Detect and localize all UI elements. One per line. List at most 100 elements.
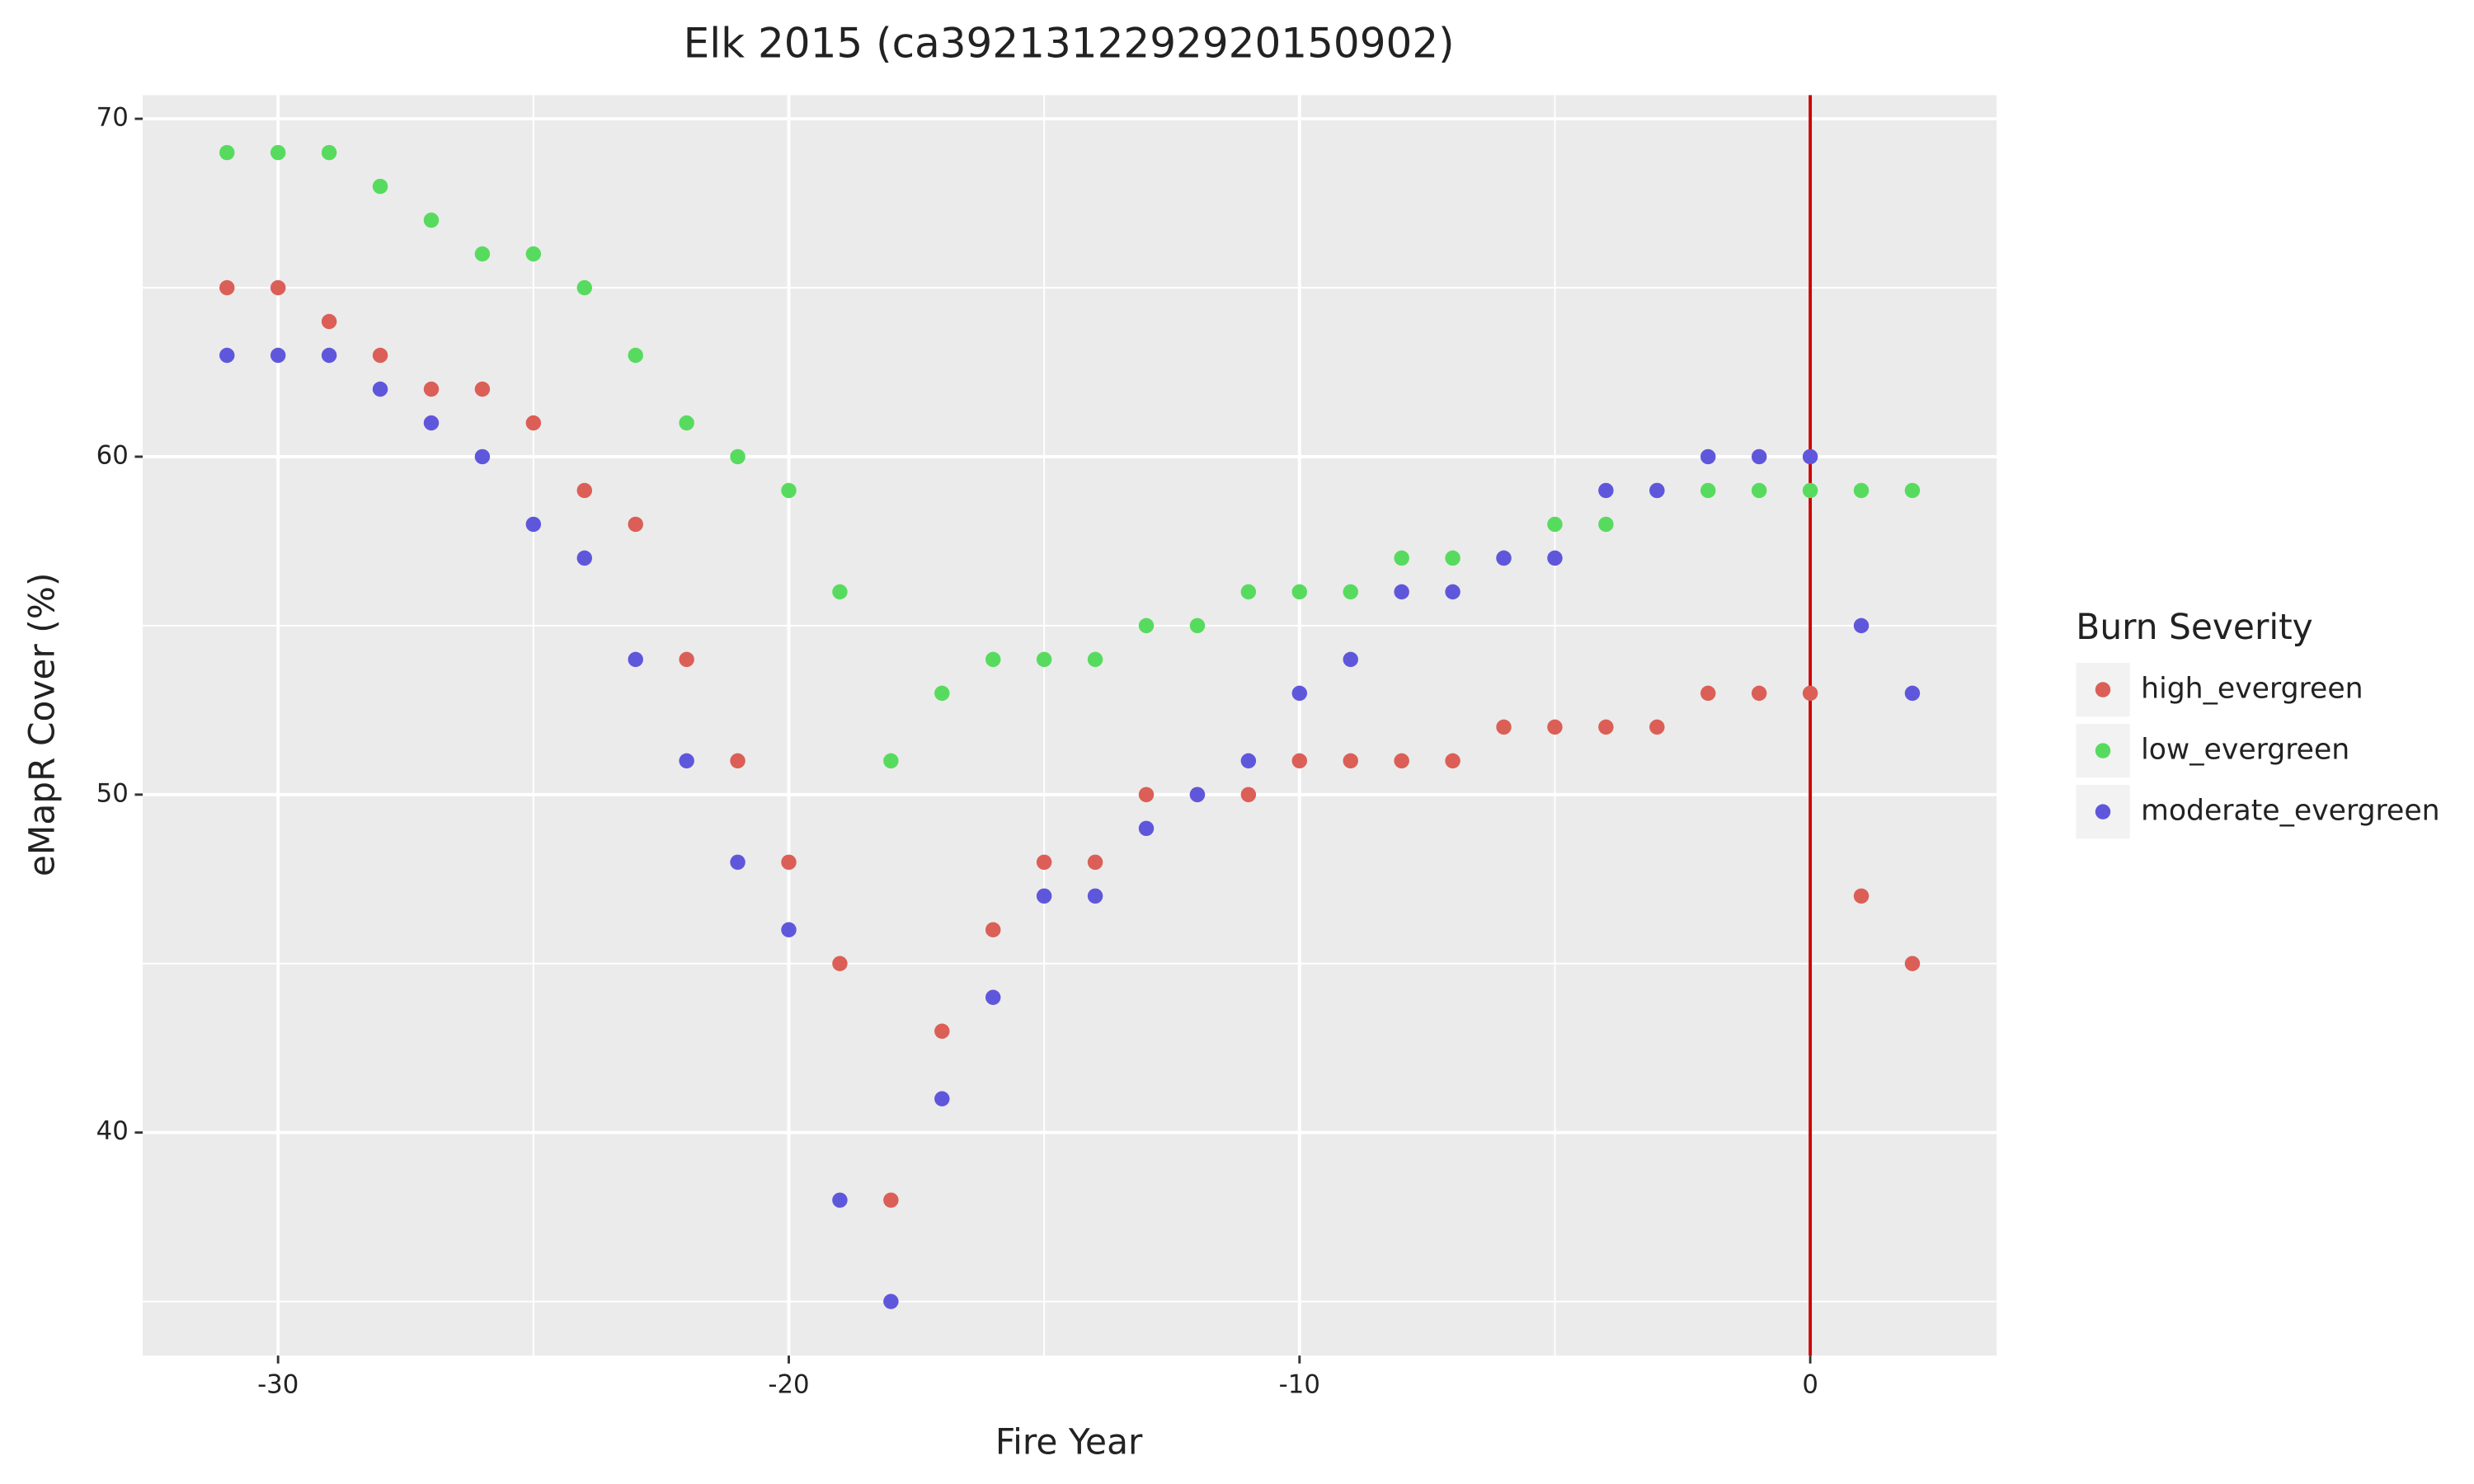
point <box>883 1192 899 1208</box>
point <box>832 584 848 600</box>
point <box>576 279 593 296</box>
point <box>219 144 235 161</box>
point <box>1445 550 1460 566</box>
point <box>1394 753 1409 769</box>
point <box>270 347 286 364</box>
point <box>1240 753 1257 769</box>
x-tick-label: -30 <box>257 1369 299 1399</box>
point <box>1598 719 1614 735</box>
point <box>219 347 235 364</box>
point <box>832 956 848 972</box>
point <box>1138 787 1155 803</box>
point <box>1343 584 1358 600</box>
point <box>1189 618 1206 634</box>
point <box>1904 482 1921 499</box>
legend-marker <box>2095 682 2111 697</box>
legend-label: high_evergreen <box>2141 673 2363 706</box>
chart-title: Elk 2015 (ca3921312292920150902) <box>684 19 1455 67</box>
point <box>1087 651 1103 668</box>
point <box>372 178 388 195</box>
point <box>1394 584 1409 600</box>
point <box>1343 753 1358 769</box>
point <box>525 246 542 262</box>
y-axis-label: eMapR Cover (%) <box>21 573 62 877</box>
point <box>270 144 286 161</box>
legend-label: low_evergreen <box>2141 734 2349 767</box>
point <box>474 448 491 465</box>
point <box>474 246 491 262</box>
point <box>883 1294 899 1309</box>
point <box>1036 651 1052 668</box>
x-tick-label: -20 <box>768 1369 809 1399</box>
point <box>321 347 337 364</box>
point <box>1547 516 1563 533</box>
point <box>730 448 745 465</box>
point <box>1547 719 1563 735</box>
point <box>1547 550 1563 566</box>
point <box>474 381 491 397</box>
point <box>1853 618 1870 634</box>
point <box>1036 888 1052 904</box>
point <box>372 381 388 397</box>
point <box>781 482 797 499</box>
point <box>730 854 745 871</box>
point <box>1649 482 1665 499</box>
panel <box>143 95 1997 1356</box>
point <box>1445 753 1460 769</box>
point <box>1751 482 1767 499</box>
y-tick-label: 40 <box>96 1116 129 1146</box>
point <box>576 482 593 499</box>
y-tick-label: 60 <box>96 440 129 470</box>
point <box>1700 685 1716 702</box>
point <box>423 212 440 228</box>
point <box>985 651 1001 668</box>
point <box>1904 685 1921 702</box>
point <box>423 381 440 397</box>
point <box>1598 516 1614 533</box>
point <box>1802 482 1818 499</box>
point <box>1751 685 1767 702</box>
legend-marker <box>2095 743 2111 758</box>
point <box>1138 820 1155 837</box>
point <box>1700 482 1716 499</box>
point <box>1853 482 1870 499</box>
x-axis-label: Fire Year <box>995 1421 1143 1462</box>
point <box>1598 482 1614 499</box>
point <box>781 922 797 938</box>
point <box>525 415 542 431</box>
point <box>1802 448 1818 465</box>
point <box>1394 550 1409 566</box>
y-tick-label: 50 <box>96 778 129 808</box>
y-tick-label: 70 <box>96 103 129 133</box>
point <box>679 651 694 668</box>
point <box>1291 584 1308 600</box>
point <box>1087 854 1103 871</box>
point <box>1291 685 1308 702</box>
point <box>730 753 745 769</box>
point <box>1036 854 1052 871</box>
point <box>525 516 542 533</box>
point <box>781 854 797 871</box>
point <box>1853 888 1870 904</box>
point <box>219 279 235 296</box>
point <box>576 550 593 566</box>
point <box>1087 888 1103 904</box>
point <box>1751 448 1767 465</box>
point <box>321 144 337 161</box>
x-tick-label: -10 <box>1279 1369 1320 1399</box>
point <box>679 753 694 769</box>
point <box>1240 787 1257 803</box>
legend-title: Burn Severity <box>2076 607 2312 647</box>
point <box>1343 651 1358 668</box>
point <box>628 651 643 668</box>
x-tick-label: 0 <box>1802 1369 1818 1399</box>
point <box>832 1192 848 1208</box>
point <box>628 516 643 533</box>
point <box>372 347 388 364</box>
legend-label: moderate_evergreen <box>2141 795 2439 828</box>
point <box>883 753 899 769</box>
point <box>628 347 643 364</box>
point <box>1496 719 1512 735</box>
point <box>985 989 1001 1005</box>
